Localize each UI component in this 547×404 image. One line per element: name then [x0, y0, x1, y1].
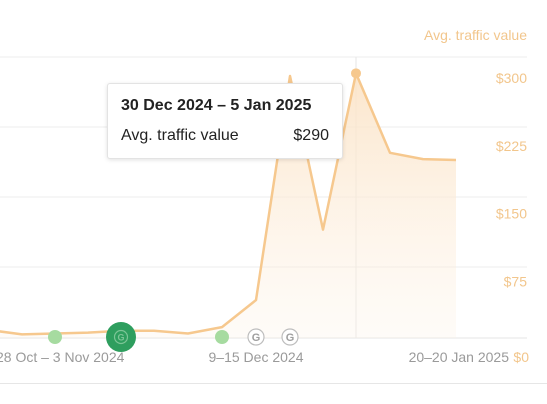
tooltip-title: 30 Dec 2024 – 5 Jan 2025 [121, 97, 312, 114]
data-points [351, 68, 361, 79]
svg-text:G: G [117, 333, 124, 343]
tooltip-value: $290 [293, 127, 329, 144]
google-update-icon[interactable]: G [281, 328, 299, 346]
chart-tooltip: 30 Dec 2024 – 5 Jan 2025 Avg. traffic va… [107, 83, 343, 159]
series-line [0, 72, 457, 336]
area-fill [0, 73, 456, 338]
y-axis-ticks: $75 $150 $225 $300 [496, 70, 527, 289]
y-axis-title: Avg. traffic value [424, 27, 527, 43]
y-tick-label: $300 [496, 70, 527, 86]
x-tick-label: 9–15 Dec 2024 [209, 349, 304, 365]
svg-text:G: G [252, 332, 261, 344]
google-update-icon[interactable]: G [247, 328, 265, 346]
y-tick-label: $75 [504, 273, 528, 289]
y-tick-label: $150 [496, 206, 527, 222]
event-dot[interactable] [48, 330, 62, 344]
x-axis-ticks: 28 Oct – 3 Nov 2024 9–15 Dec 2024 20–20 Ja… [0, 349, 529, 365]
tooltip-row: Avg. traffic value $290 [121, 126, 329, 146]
y-tick-label: $0 [513, 349, 529, 365]
y-tick-label: $225 [496, 138, 527, 154]
svg-text:G: G [286, 332, 295, 344]
highlighted-point[interactable] [351, 68, 361, 79]
google-update-icon[interactable]: G [106, 322, 136, 352]
x-tick-label: 28 Oct – 3 Nov 2024 [0, 349, 125, 365]
tooltip-label: Avg. traffic value [121, 127, 239, 144]
event-dot[interactable] [215, 330, 229, 344]
bottom-divider [0, 383, 547, 384]
x-tick-label: 20–20 Jan 2025 [409, 349, 510, 365]
